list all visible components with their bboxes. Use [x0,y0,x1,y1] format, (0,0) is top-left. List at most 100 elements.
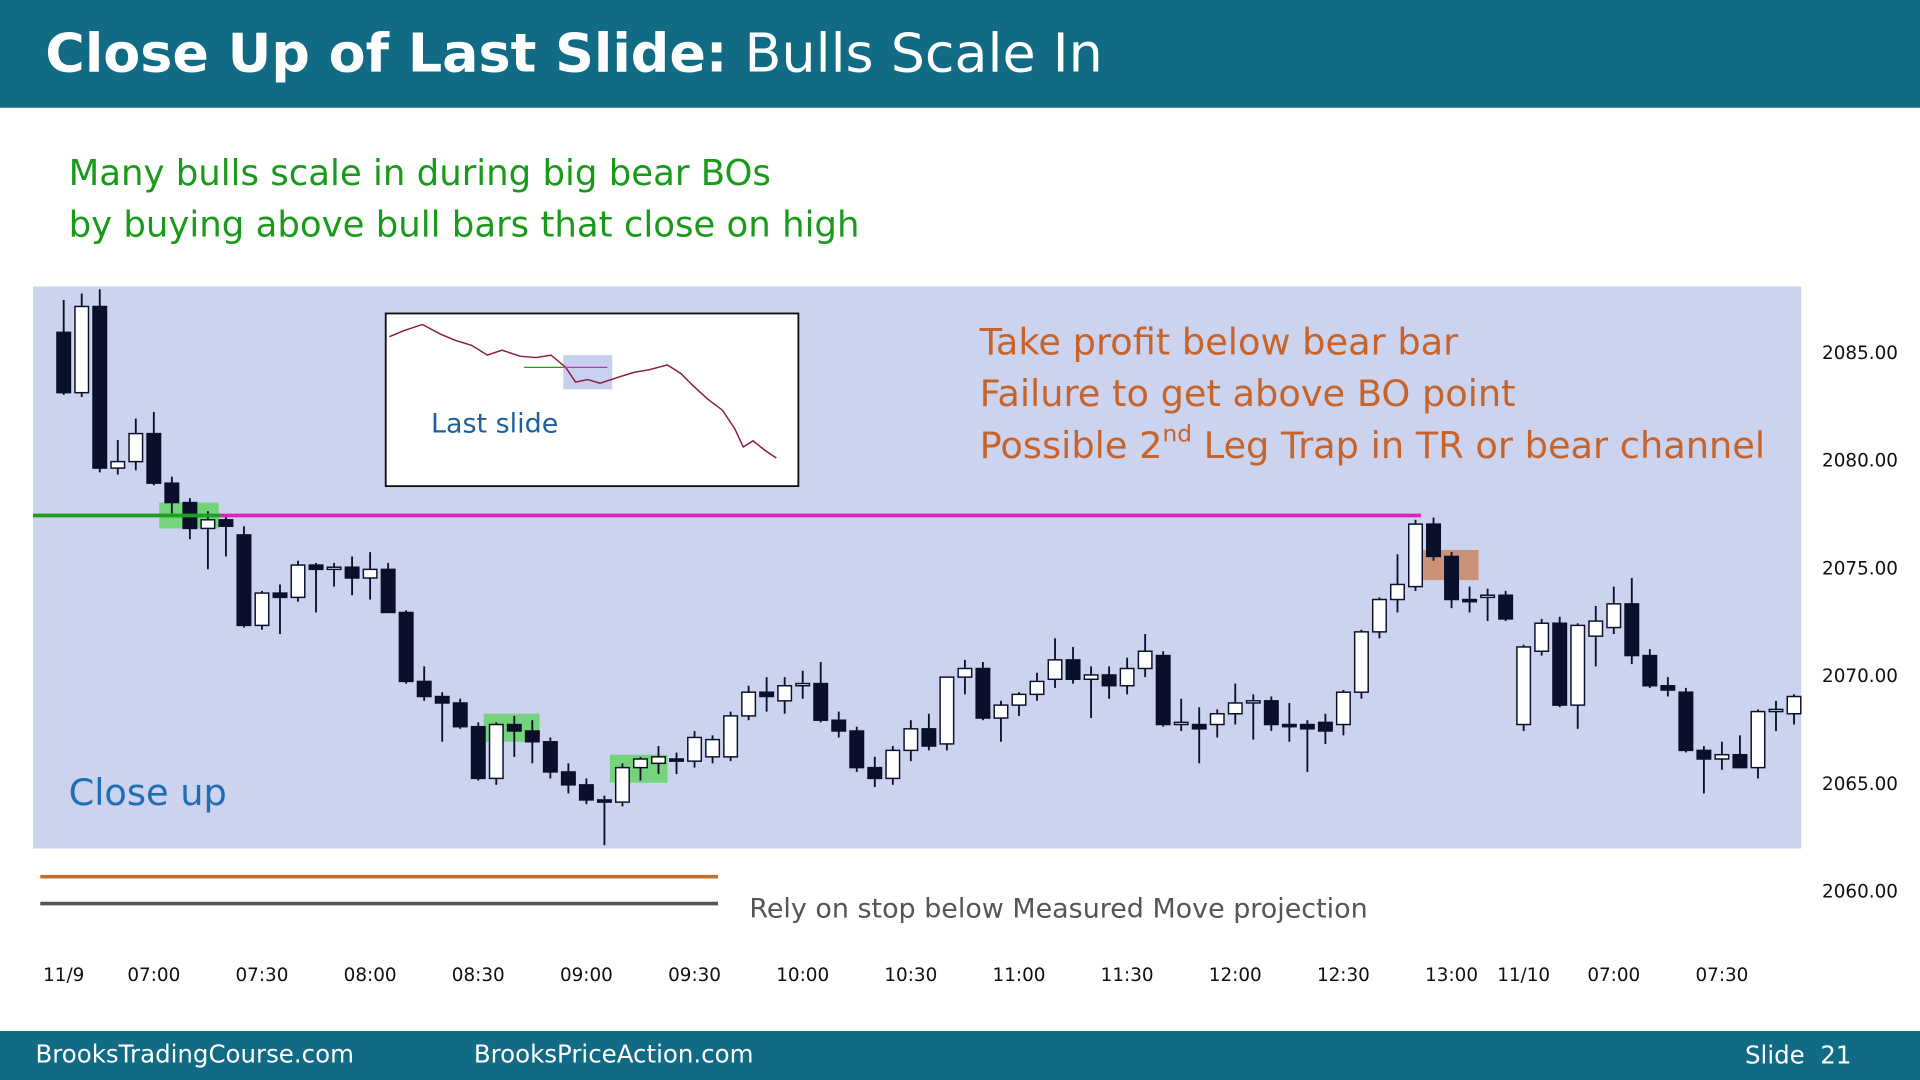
candle-body [56,331,72,394]
candle-body [975,667,991,719]
y-tick-label: 2060.00 [1822,882,1898,903]
candle-body [885,749,901,780]
inset-price-line [389,323,777,459]
footer-right: Slide 21 [1745,1041,1851,1070]
candle-body [488,723,504,780]
annotation: Take profit below bear bar [979,321,1460,364]
annotation-part: Possible 2 [980,423,1163,466]
candle-body [308,564,324,571]
slide-title: Close Up of Last Slide: Bulls Scale In [45,21,1103,84]
candle-body [1444,555,1460,601]
candle-body [651,756,666,765]
subtitle-line: Many bulls scale in during big bear BOs [69,153,771,194]
plot: 2085.00 2080.00 2075.00 2070.00 2065.00 2060.… [33,286,1898,986]
candle-body [1588,620,1604,637]
candle-body [1498,594,1514,620]
candle-body [74,305,90,394]
candle-body [1534,622,1550,652]
y-tick-label: 2065.00 [1822,774,1898,795]
candle-body [741,691,757,717]
candle-body [1335,691,1351,726]
candle-body [1299,723,1315,730]
footer-bar [0,1031,1920,1080]
x-tick-label: 10:00 [776,965,829,986]
annotation-part: Leg Trap in TR or bear channel [1192,423,1765,466]
candle-body [434,695,450,704]
candle-body [254,592,270,627]
candle-body [1281,723,1297,728]
candle-body [164,482,180,504]
candle-body [326,566,342,571]
x-tick-label: 12:00 [1209,965,1262,986]
candle-body [1660,684,1676,691]
candle-body [632,758,648,769]
candle-body [1696,749,1712,760]
x-tick-label: 08:30 [452,965,505,986]
candle-body [1137,650,1153,670]
candle-body [200,519,216,530]
candle-body [506,723,522,732]
candle-body [1245,700,1261,704]
note: Rely on stop below Measured Move project… [749,893,1367,924]
candle-body [867,766,883,780]
candle-body [1011,693,1027,706]
candle-body [1516,646,1532,726]
candle-body [1047,659,1063,681]
candle-body [470,725,486,780]
annotation: Possible 2nd Leg Trap in TR or bear chan… [980,420,1766,466]
candle-body [813,682,829,721]
annotation: Failure to get above BO point [980,372,1516,415]
candle-body [1786,695,1802,715]
candle-body [290,564,306,599]
subtitle-line: by buying above bull bars that close on … [69,205,860,246]
x-tick-label: 08:00 [344,965,397,986]
close-up-label: Close up [69,771,227,814]
candle-body [1029,680,1045,696]
candle-body [1480,594,1496,599]
title-bold: Close Up of Last Slide: [45,21,727,84]
candle-body [1462,598,1478,603]
candle-body [1083,674,1099,681]
x-tick-label: 12:30 [1317,965,1370,986]
candle-body [1065,659,1081,681]
inset-highlight [563,355,613,390]
footer-center: BrooksPriceAction.com [474,1040,754,1069]
x-tick-label: 11:00 [993,965,1046,986]
inset-label: Last slide [431,408,558,439]
x-tick-label: 11/10 [1497,965,1550,986]
candle-body [831,719,847,732]
candle-body [1642,654,1658,687]
candle-body [452,702,468,728]
candle-body [1227,702,1243,715]
y-tick-label: 2070.00 [1822,666,1898,687]
y-tick-label: 2080.00 [1822,451,1898,472]
x-tick-label: 09:30 [668,965,721,986]
candle-body [362,568,378,579]
candle-body [110,460,126,469]
candle-body [1101,674,1117,687]
candle-body [849,730,865,769]
x-tick-label: 11/9 [43,965,84,986]
candle-body [272,592,288,599]
candle-body [1155,654,1171,726]
candle-body [1426,523,1442,558]
candle-body [596,799,612,803]
candle-body [1678,691,1694,752]
candle-body [524,730,540,743]
candle-body [218,519,234,528]
candle-body [1732,753,1748,769]
candle-body [1714,753,1730,760]
candle-body [1768,708,1784,713]
x-tick-label: 07:30 [236,965,289,986]
candle-body [1191,723,1207,730]
footer-left: BrooksTradingCourse.com [36,1040,354,1069]
candle-body [542,741,558,773]
candle-body [669,758,685,762]
candle-body [1606,603,1622,629]
x-tick-label: 07:30 [1695,965,1748,986]
candle-body [957,667,973,678]
x-tick-label: 13:00 [1425,965,1478,986]
candle-body [1408,523,1424,588]
